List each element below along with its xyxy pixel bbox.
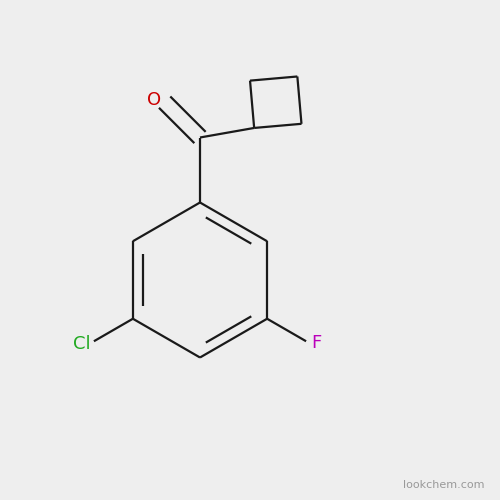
Text: F: F <box>311 334 321 352</box>
Text: lookchem.com: lookchem.com <box>404 480 485 490</box>
Text: Cl: Cl <box>72 335 90 353</box>
Text: O: O <box>146 90 160 108</box>
